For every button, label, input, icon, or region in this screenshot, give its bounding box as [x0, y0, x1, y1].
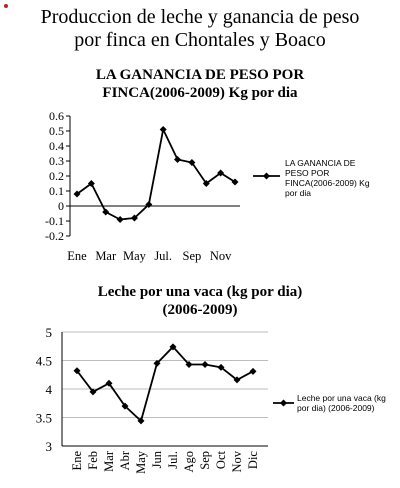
- chart1-data-point: [217, 169, 225, 177]
- chart1-data-point: [202, 180, 210, 187]
- chart2-series-line: [76, 345, 254, 423]
- chart2-x-tick-label: Oct: [214, 450, 228, 469]
- chart2-data-point: [185, 360, 193, 368]
- chart2-data-point: [233, 376, 241, 384]
- chart2-x-tick-label: Mar: [102, 450, 116, 472]
- chart1-legend-text: LA GANANCIA DE: [285, 158, 356, 168]
- chart2-legend-marker: [280, 399, 287, 407]
- chart1-data-point: [188, 159, 196, 166]
- chart2-data-point: [105, 379, 113, 387]
- chart2-legend-text: por dia) (2006-2009): [297, 403, 375, 413]
- chart2-y-tick-label: 3: [46, 439, 53, 454]
- chart1-data-point: [116, 216, 124, 223]
- chart2-title-line1: Leche por una vaca (kg por dia): [97, 284, 303, 300]
- chart2-data-point: [137, 417, 145, 425]
- chart2-legend-text: Leche por una vaca (kg: [297, 393, 386, 403]
- chart2-data-point: [169, 343, 177, 351]
- chart1-data-point: [87, 180, 95, 187]
- chart1-data-point: [102, 208, 110, 216]
- chart2-x-tick-label: Abr: [118, 450, 132, 470]
- chart2-title-line2: (2006-2009): [162, 302, 238, 318]
- chart2-title: Leche por una vaca (kg por dia) (2006-20…: [0, 283, 400, 319]
- chart2-data-point: [89, 388, 97, 396]
- chart1-x-tick-label: Mar: [95, 249, 117, 263]
- chart1-x-tick-label: May: [123, 249, 147, 263]
- chart1-y-tick-label: -0.2: [45, 229, 64, 243]
- chart1-data-point: [73, 190, 81, 198]
- chart1-y-tick-label: 0.3: [49, 154, 64, 168]
- chart1-y-tick-label: -0.1: [45, 214, 64, 228]
- chart1-y-tick-label: 0.2: [49, 169, 64, 183]
- chart2-x-tick-label: Feb: [86, 451, 100, 470]
- chart2-x-tick-label: Ago: [182, 451, 196, 473]
- chart2-x-tick-label: Sep: [198, 451, 212, 470]
- chart1-data-point: [231, 178, 239, 186]
- page-title-line2: por finca en Chontales y Boaco: [74, 29, 326, 51]
- chart1-data-point: [130, 214, 138, 222]
- chart1-x-tick-label: Nov: [210, 249, 232, 263]
- corner-dot: [4, 4, 8, 8]
- chart1-title-line2: FINCA(2006-2009) Kg por dia: [102, 85, 298, 101]
- chart1-y-tick-label: 0.5: [49, 124, 64, 138]
- chart1-x-tick-label: Ene: [67, 249, 87, 263]
- chart2-x-tick-label: Ene: [70, 451, 84, 471]
- chart2-x-tick-label: Dic: [246, 451, 260, 470]
- chart2-data-point: [201, 360, 209, 368]
- chart1-legend-text: FINCA(2006-2009) Kg: [285, 178, 370, 188]
- chart1-title-line1: LA GANANCIA DE PESO POR: [95, 67, 305, 83]
- chart2-y-tick-label: 4.5: [36, 354, 52, 369]
- chart1-legend-marker: [263, 172, 270, 180]
- chart1-title: LA GANANCIA DE PESO POR FINCA(2006-2009)…: [0, 66, 400, 102]
- chart2-data-point: [217, 363, 225, 371]
- chart2-y-tick-label: 3.5: [36, 411, 52, 426]
- chart1-x-tick-label: Jul.: [154, 249, 172, 263]
- chart2-x-tick-label: May: [134, 450, 148, 474]
- chart1-data-point: [159, 126, 167, 133]
- chart1-y-tick-label: 0.1: [49, 184, 64, 198]
- chart1-data-point: [174, 156, 182, 163]
- chart1-y-tick-label: 0: [58, 199, 64, 213]
- chart2-data-point: [73, 367, 81, 375]
- chart1-y-tick-label: 0.4: [49, 139, 64, 153]
- chart1-legend-text: PESO POR: [285, 168, 329, 178]
- chart2-y-tick-label: 5: [46, 325, 53, 340]
- chart1-series-line: [76, 126, 236, 221]
- chart2-y-tick-label: 4: [46, 382, 53, 397]
- page-title-line1: Produccion de leche y ganancia de peso: [40, 6, 360, 28]
- chart2-x-tick-label: Nov: [230, 450, 244, 472]
- chart1-x-tick-label: Sep: [183, 249, 202, 263]
- chart1-legend-text: por dia: [285, 188, 311, 198]
- chart2-data-point: [153, 359, 161, 367]
- chart1-data-point: [145, 201, 153, 208]
- chart2-x-tick-label: Jun: [150, 450, 164, 468]
- page-title: Produccion de leche y ganancia de peso p…: [0, 6, 400, 52]
- chart2-x-tick-label: Jul.: [166, 451, 180, 469]
- chart2-data-point: [121, 402, 129, 410]
- chart2-data-point: [249, 367, 257, 375]
- chart1-y-tick-label: 0.6: [49, 109, 64, 123]
